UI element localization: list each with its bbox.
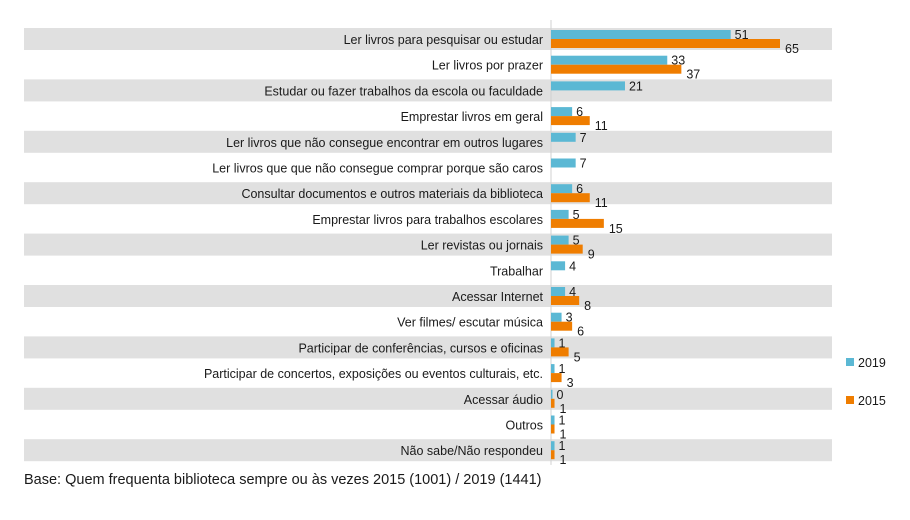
value-label-2015: 1 [560,453,567,467]
category-label: Ler livros que não consegue encontrar em… [226,136,543,150]
category-label: Consultar documentos e outros materiais … [241,187,543,201]
bar-2015 [551,347,569,357]
bar-2019 [551,389,553,399]
bar-2015 [551,244,583,254]
value-label-2015: 6 [577,325,584,339]
value-label-2019: 5 [573,234,580,248]
value-label-2019: 1 [559,336,566,350]
category-label: Não sabe/Não respondeu [401,444,544,458]
row-band [24,336,832,359]
bar-2015 [551,450,555,460]
value-label-2019: 1 [559,414,566,428]
category-label: Outros [505,419,543,433]
bar-2019 [551,81,625,91]
value-label-2015: 11 [595,119,608,133]
category-label: Acessar Internet [452,290,544,304]
value-label-2015: 1 [560,428,567,442]
value-label-2019: 1 [559,439,566,453]
value-label-2015: 65 [785,42,799,56]
value-label-2015: 37 [686,68,700,82]
row-band [24,439,832,462]
bar-2019 [551,184,573,194]
legend-swatch-2015 [846,396,854,404]
value-label-2019: 6 [576,182,583,196]
bar-2019 [551,261,566,271]
category-label: Ler revistas ou jornais [421,239,543,253]
row-band [24,79,832,102]
bar-2019 [551,158,576,168]
value-label-2019: 4 [569,259,576,273]
value-label-2019: 7 [580,157,587,171]
bar-2019 [551,364,555,374]
bar-2019 [551,338,555,348]
bar-2015 [551,424,555,434]
bar-2015 [551,218,604,228]
row-band [24,130,832,153]
bar-2015 [551,39,780,48]
legend-swatch-2019 [846,358,854,366]
value-label-2019: 21 [629,79,643,93]
bar-2015 [551,321,573,331]
row-band [24,182,832,205]
value-label-2019: 5 [573,208,580,222]
category-label: Participar de conferências, cursos e ofi… [298,341,543,355]
value-label-2019: 51 [735,28,749,42]
category-label: Ler livros por prazer [432,59,543,73]
bar-2015 [551,373,562,383]
bar-2015 [551,296,580,305]
bar-2015 [551,64,682,74]
bar-2019 [551,287,566,296]
category-label: Ler livros que que não consegue comprar … [212,162,543,176]
category-label: Participar de concertos, exposições ou e… [204,367,543,381]
value-label-2019: 4 [569,285,576,299]
value-label-2019: 33 [671,54,685,68]
row-band [24,285,832,307]
value-label-2015: 15 [609,222,623,236]
bar-2019 [551,415,555,425]
value-label-2015: 11 [595,196,608,210]
bar-2019 [551,235,569,245]
value-label-2015: 8 [584,299,591,313]
category-label: Trabalhar [490,264,543,278]
value-label-2019: 1 [559,362,566,376]
category-label: Emprestar livros para trabalhos escolare… [312,213,543,227]
value-label-2019: 6 [576,105,583,119]
category-label: Ler livros para pesquisar ou estudar [344,33,543,47]
bar-2019 [551,209,569,219]
bar-2019 [551,312,562,322]
bar-2019 [551,55,668,65]
bar-chart: Ler livros para pesquisar ou estudar 5165… [24,20,886,467]
value-label-2019: 3 [566,311,573,325]
value-label-2019: 0 [557,388,564,402]
category-label: Estudar ou fazer trabalhos da escola ou … [264,84,543,98]
bar-2015 [551,193,590,203]
footnote: Base: Quem frequenta biblioteca sempre o… [24,472,542,488]
category-label: Ver filmes/ escutar música [397,316,543,330]
category-label: Acessar áudio [464,393,543,407]
value-label-2015: 3 [567,376,574,390]
category-label: Emprestar livros em geral [401,110,543,124]
value-label-2019: 7 [580,131,587,145]
bar-2019 [551,132,576,142]
bar-2019 [551,30,731,39]
bar-2019 [551,441,555,451]
legend-label-2019: 2019 [858,356,886,370]
bar-2015 [551,116,590,126]
legend-label-2015: 2015 [858,394,886,408]
bar-2015 [551,398,555,408]
bar-2019 [551,107,573,117]
value-label-2015: 5 [574,350,581,364]
row-band [24,233,832,256]
row-band [24,387,832,410]
value-label-2015: 1 [560,402,567,416]
value-label-2015: 9 [588,248,595,262]
